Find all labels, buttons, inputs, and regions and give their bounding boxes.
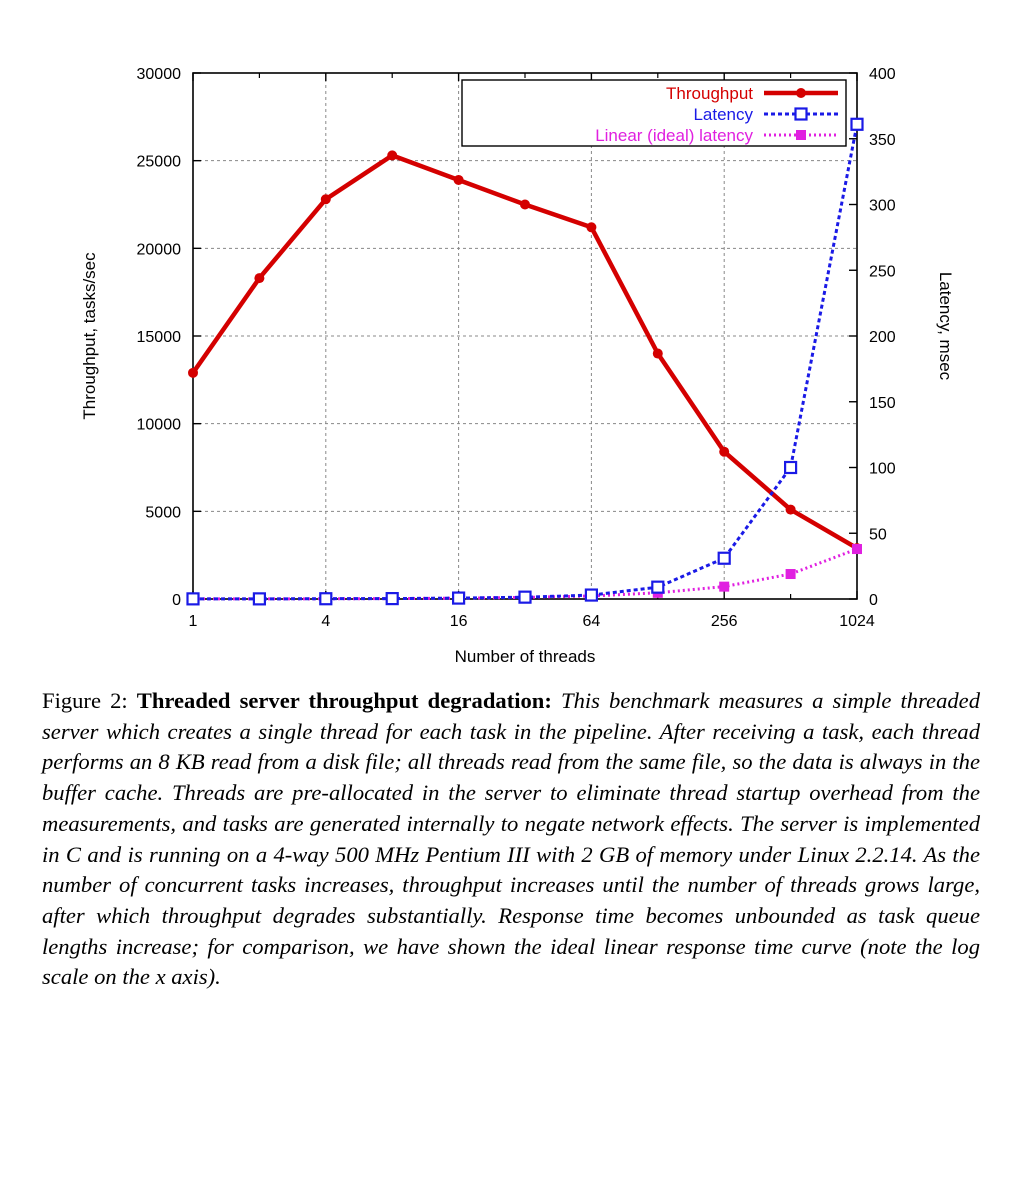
throughput-point bbox=[796, 88, 806, 98]
latency-point bbox=[385, 592, 399, 606]
series-line bbox=[193, 124, 859, 601]
y2-tick-label: 400 bbox=[869, 66, 896, 83]
x-tick-label: 256 bbox=[711, 613, 738, 630]
y-tick-label: 30000 bbox=[137, 66, 182, 83]
y-tick-label: 0 bbox=[172, 592, 181, 609]
series-layer bbox=[186, 117, 864, 606]
x-axis-label: Number of threads bbox=[455, 647, 596, 666]
series-line bbox=[191, 153, 859, 551]
legend: Throughput Latency Linear (ideal) latency bbox=[461, 79, 847, 147]
linear-latency-point bbox=[719, 581, 730, 592]
throughput-point bbox=[719, 446, 730, 457]
latency-point bbox=[783, 460, 798, 475]
series-line bbox=[193, 547, 858, 601]
x-tick-label: 16 bbox=[450, 613, 468, 630]
linear-latency-point bbox=[852, 544, 862, 555]
y2-tick-label: 350 bbox=[869, 132, 896, 149]
y-tick-label: 20000 bbox=[137, 241, 182, 258]
series-throughput bbox=[188, 150, 862, 554]
throughput-point bbox=[254, 273, 265, 284]
throughput-point bbox=[586, 222, 597, 233]
throughput-point bbox=[387, 150, 398, 161]
x-tick-label: 64 bbox=[583, 613, 601, 630]
linear-latency-point bbox=[796, 130, 806, 140]
caption-label: Figure 2: bbox=[42, 688, 128, 713]
throughput-point bbox=[652, 348, 663, 359]
throughput-point bbox=[320, 194, 331, 205]
y2-tick-label: 50 bbox=[869, 526, 887, 543]
y-tick-label: 15000 bbox=[137, 329, 182, 346]
legend-label: Throughput bbox=[666, 84, 753, 103]
gridlines bbox=[193, 73, 857, 599]
y2-tick-label: 300 bbox=[869, 198, 896, 215]
x-tick-label: 1 bbox=[189, 613, 198, 630]
y2-tick-label: 150 bbox=[869, 395, 896, 412]
latency-point bbox=[584, 588, 599, 602]
throughput-point bbox=[785, 504, 796, 515]
y2-axis-label: Latency, msec bbox=[936, 272, 955, 381]
latency-point bbox=[186, 592, 200, 606]
figure-caption: Figure 2: Threaded server throughput deg… bbox=[42, 686, 980, 993]
latency-point bbox=[518, 590, 532, 604]
latency-point bbox=[717, 551, 731, 565]
y-tick-label: 10000 bbox=[137, 417, 182, 434]
y-axis-label: Throughput, tasks/sec bbox=[80, 252, 99, 420]
throughput-point bbox=[188, 367, 198, 378]
y-tick-label: 25000 bbox=[137, 154, 182, 171]
latency-point bbox=[452, 591, 466, 605]
throughput-point bbox=[453, 174, 464, 185]
caption-body: This benchmark measures a simple threade… bbox=[42, 688, 981, 990]
legend-label: Linear (ideal) latency bbox=[595, 126, 753, 145]
y2-tick-label: 200 bbox=[869, 329, 896, 346]
y2-tick-label: 250 bbox=[869, 263, 896, 280]
caption-title: Threaded server throughput degradation: bbox=[136, 688, 552, 713]
latency-point bbox=[794, 107, 808, 121]
x-tick-label: 1024 bbox=[839, 613, 875, 630]
series-latency bbox=[186, 117, 864, 606]
latency-point bbox=[319, 592, 333, 606]
throughput-point bbox=[520, 199, 530, 210]
y2-tick-label: 0 bbox=[869, 592, 878, 609]
latency-point bbox=[252, 592, 266, 606]
y-tick-label: 5000 bbox=[145, 504, 181, 521]
chart: 0 5000 10000 15000 20000 25000 30000 0 50 100 150 2… bbox=[80, 66, 955, 666]
legend-label: Latency bbox=[693, 105, 753, 124]
x-tick-label: 4 bbox=[321, 613, 330, 630]
latency-point bbox=[651, 580, 665, 594]
linear-latency-point bbox=[785, 569, 796, 580]
y2-tick-label: 100 bbox=[869, 461, 896, 478]
axis-ticks: 0 5000 10000 15000 20000 25000 30000 0 50 100 150 2… bbox=[137, 66, 896, 630]
latency-point bbox=[850, 117, 864, 131]
